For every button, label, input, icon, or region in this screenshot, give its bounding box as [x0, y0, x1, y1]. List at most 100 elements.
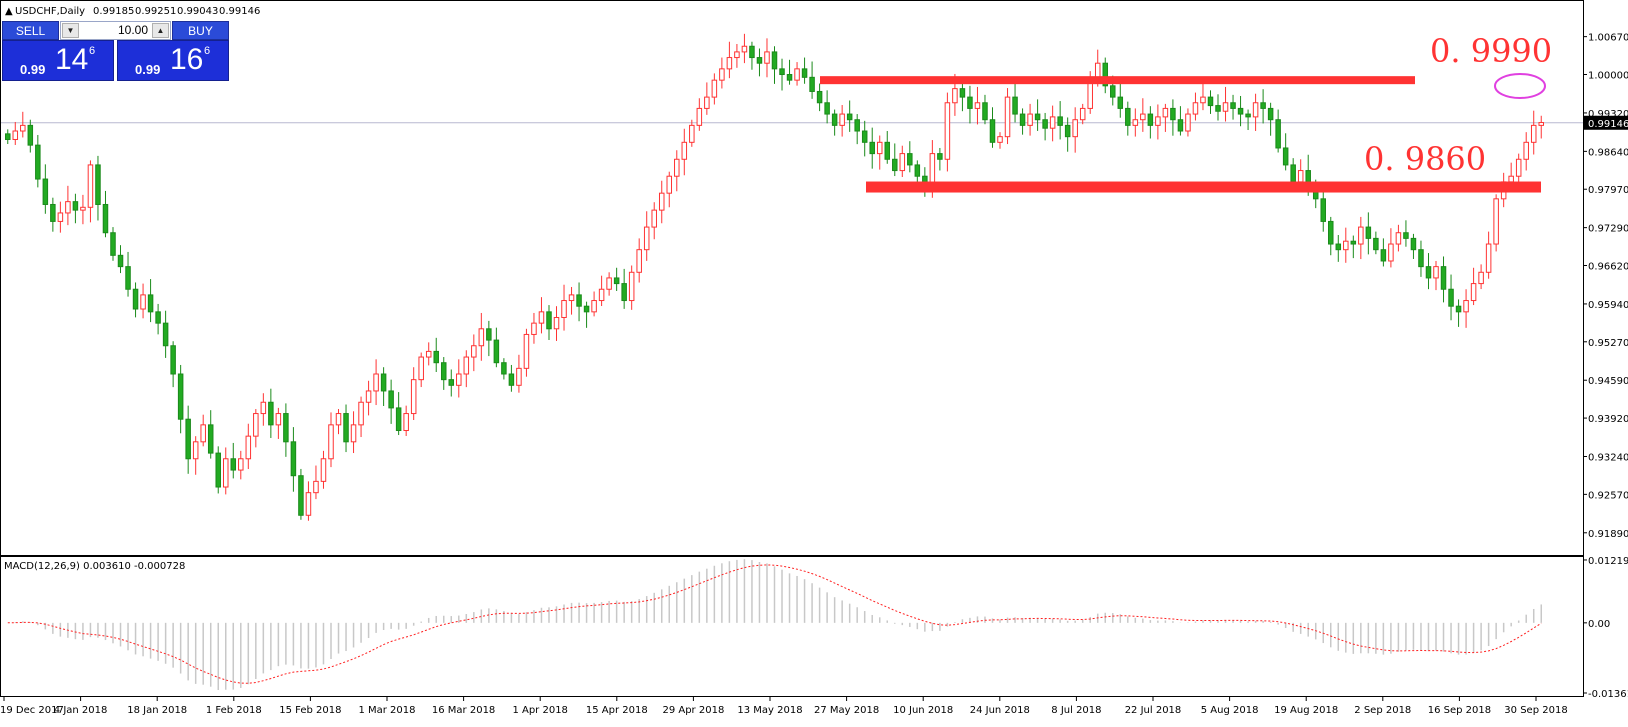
candle-body [298, 475, 304, 516]
macd-tick-label: -0.01361 [1588, 689, 1628, 700]
candle-body [831, 113, 838, 126]
candle-body [1147, 113, 1154, 126]
candle-body [471, 345, 477, 358]
candle-body [448, 379, 455, 386]
candle-body [1140, 113, 1146, 121]
candle-body [1493, 198, 1499, 245]
lot-size-input[interactable] [88, 22, 148, 39]
candle-body [1019, 113, 1026, 126]
buy-quote[interactable]: 0.99 16 6 [117, 40, 229, 81]
candle-body [1049, 116, 1056, 129]
candle-body [1515, 158, 1522, 177]
candle-body [1125, 107, 1131, 126]
price-tick-label: 0.93920 [1588, 414, 1628, 425]
candle-body [1290, 164, 1296, 183]
candle-body [749, 45, 755, 59]
candle-body [1343, 240, 1349, 251]
candle-body [50, 203, 56, 222]
buy-button[interactable]: BUY [172, 21, 229, 40]
price-tick-label: 0.96620 [1588, 262, 1628, 273]
candle-body [1388, 243, 1394, 262]
candle-body [846, 113, 853, 121]
candle-body [1485, 243, 1492, 273]
candle-body [1538, 122, 1544, 126]
candle-body [20, 124, 26, 132]
candle-body [80, 206, 86, 211]
candle-body [651, 209, 657, 228]
time-tick-label: 4 Jan 2018 [54, 705, 108, 716]
buy-quote-fraction: 6 [204, 45, 211, 57]
candle-body [674, 158, 680, 177]
candle-body [741, 45, 748, 53]
lot-decrease-icon[interactable]: ▼ [62, 23, 79, 38]
sell-button[interactable]: SELL [2, 21, 59, 40]
header-close-value: 0.99146 [219, 6, 260, 17]
annotations: 0. 9990 0. 9860 [1364, 32, 1552, 178]
candle-body [358, 401, 364, 426]
candle-body [380, 373, 387, 392]
lot-size-box: ▼ ▲ [60, 21, 171, 40]
time-tick-label: 1 Apr 2018 [512, 705, 567, 716]
candle-body [681, 141, 688, 160]
candle-body [854, 119, 860, 132]
sell-quote[interactable]: 0.99 14 6 [2, 40, 114, 81]
candle-body [1192, 102, 1199, 115]
header-open-value: 0.99185 [93, 6, 134, 17]
candle-body [192, 441, 199, 460]
time-tick-label: 1 Feb 2018 [206, 705, 262, 716]
candle-body [222, 458, 229, 488]
candle-body [501, 362, 507, 375]
candle-body [350, 424, 357, 443]
candle-body [696, 107, 703, 126]
candle-body [1380, 249, 1387, 262]
candle-body [12, 130, 19, 140]
candle-body [621, 283, 627, 302]
candle-body [238, 458, 244, 471]
candle-body [1373, 237, 1379, 251]
time-tick-label: 22 Jul 2018 [1125, 705, 1182, 716]
price-tick-label: 0.99320 [1588, 109, 1628, 120]
candle-body [1320, 198, 1327, 222]
candle-body [1207, 96, 1214, 107]
candle-body [801, 68, 808, 78]
candle-body [1155, 116, 1161, 126]
candle-body [433, 350, 439, 364]
price-tick-label: 0.97970 [1588, 185, 1628, 196]
candle-body [779, 68, 785, 76]
candle-body [27, 124, 34, 146]
candle-body [1072, 119, 1078, 138]
candle-body [1162, 107, 1169, 118]
annotation-lower-level: 0. 9860 [1364, 140, 1486, 178]
candle-body [876, 141, 883, 155]
candle-body [1237, 107, 1244, 115]
time-tick-label: 16 Mar 2018 [432, 705, 495, 716]
current-price-label: 0.99146 [1588, 119, 1628, 130]
candle-body [1087, 79, 1093, 109]
candle-body [253, 413, 259, 437]
candle-body [65, 201, 71, 214]
time-tick-label: 24 Jun 2018 [970, 705, 1030, 716]
candle-body [1358, 226, 1364, 245]
candle-body [719, 68, 725, 81]
main-panel-frame [0, 0, 1584, 556]
chart-header-arrow-icon: ▲ [5, 6, 13, 17]
buy-quote-pips: 16 [170, 43, 204, 76]
candle-body [1185, 113, 1191, 132]
candle-body [1079, 107, 1086, 121]
candle-body [636, 249, 642, 273]
candle-body [1110, 85, 1116, 98]
candle-body [410, 379, 417, 415]
candle-body [1215, 105, 1221, 112]
lot-increase-icon[interactable]: ▲ [152, 23, 169, 38]
time-tick-label: 27 May 2018 [814, 705, 879, 716]
candle-body [1042, 119, 1048, 129]
candle-body [1004, 96, 1011, 138]
candle-body [283, 413, 289, 443]
candle-body [1470, 283, 1477, 302]
candle-body [1350, 240, 1357, 245]
candle-body [275, 413, 282, 426]
candle-body [57, 212, 64, 222]
macd-tick-label: 0.012196 [1588, 556, 1628, 567]
